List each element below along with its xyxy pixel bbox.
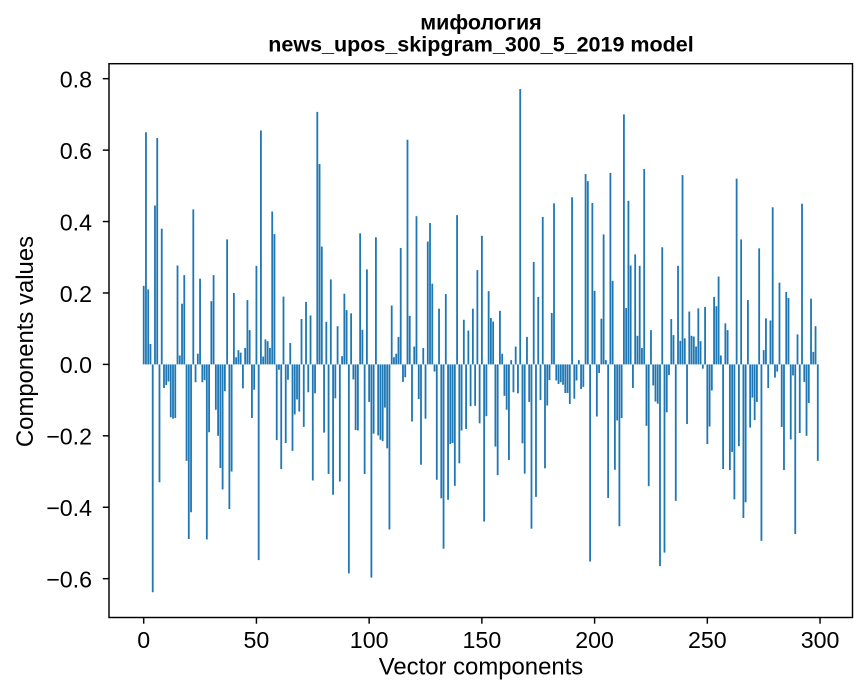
svg-text:Components values: Components values xyxy=(12,236,39,447)
svg-text:50: 50 xyxy=(244,627,270,653)
svg-text:0.4: 0.4 xyxy=(60,209,92,235)
svg-text:300: 300 xyxy=(801,627,840,653)
svg-text:200: 200 xyxy=(575,627,614,653)
svg-text:news_upos_skipgram_300_5_2019: news_upos_skipgram_300_5_2019 model xyxy=(268,33,693,57)
svg-text:0.8: 0.8 xyxy=(60,66,92,92)
svg-text:0.2: 0.2 xyxy=(60,281,92,307)
svg-text:−0.4: −0.4 xyxy=(46,495,92,521)
svg-text:100: 100 xyxy=(350,627,389,653)
svg-text:0.6: 0.6 xyxy=(60,138,92,164)
svg-text:−0.6: −0.6 xyxy=(46,566,92,592)
svg-text:150: 150 xyxy=(463,627,502,653)
svg-text:мифология: мифология xyxy=(420,10,541,34)
svg-text:Vector components: Vector components xyxy=(379,654,584,681)
svg-text:0: 0 xyxy=(137,627,150,653)
svg-text:250: 250 xyxy=(688,627,727,653)
svg-text:0.0: 0.0 xyxy=(60,352,92,378)
svg-text:−0.2: −0.2 xyxy=(46,424,92,450)
